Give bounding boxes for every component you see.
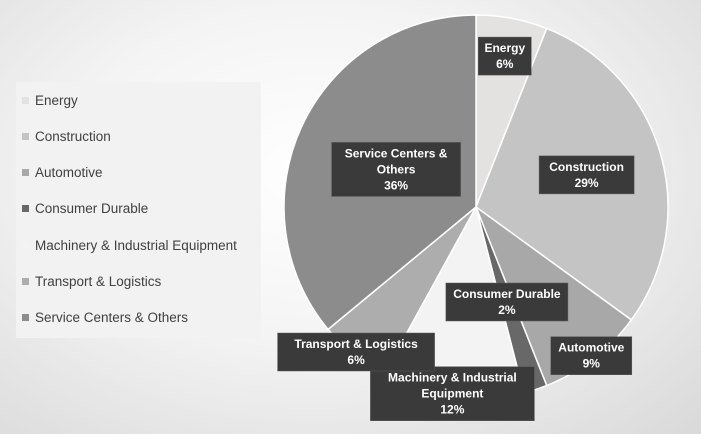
data-label-construction: Construction 29% [538,155,635,195]
data-label-category: Others [377,162,416,176]
data-label-value: 6% [496,57,514,71]
data-label-value: 6% [347,353,365,367]
legend-item-construction: Construction [22,126,111,146]
data-label-service-centers-and-others: Service Centers & Others 36% [331,142,461,197]
legend-label: Machinery & Industrial Equipment [35,237,237,253]
data-label-category: Construction [549,160,624,174]
data-label-value: 29% [575,176,599,190]
data-label-category: Consumer Durable [453,287,561,301]
legend-swatch [22,241,29,249]
data-label-value: 9% [583,357,601,371]
data-label-box [370,366,535,421]
data-label-value: 36% [384,178,408,192]
legend-label: Service Centers & Others [35,310,189,326]
legend-item-machinery-and-industrial-equipment: Machinery & Industrial Equipment [22,235,237,255]
data-label-category: Equipment [421,387,483,401]
legend-item-service-centers-and-others: Service Centers & Others [22,308,188,328]
legend-swatch [22,205,29,213]
data-label-transport-and-logistics: Transport & Logistics 6% [277,332,435,372]
data-label-consumer-durable: Consumer Durable 2% [445,282,569,322]
legend-item-energy: Energy [22,90,78,110]
legend-item-automotive: Automotive [22,163,103,183]
data-label-category: Service Centers & [345,146,448,160]
legend-label: Consumer Durable [35,201,149,217]
legend-swatch [22,169,29,177]
data-label-value: 2% [498,303,516,317]
data-label-machinery-and-industrial-equipment: Machinery & Industrial Equipment 12% [370,366,535,421]
legend-label: Transport & Logistics [35,274,162,289]
data-label-category: Energy [484,41,525,55]
data-label-box [331,142,461,197]
legend-item-consumer-durable: Consumer Durable [22,199,148,219]
legend-swatch [22,132,29,140]
legend-label: Automotive [35,165,103,181]
data-label-box [445,282,569,322]
data-label-box [277,332,435,372]
legend-label: Energy [35,92,78,108]
data-label-automotive: Automotive 9% [550,336,633,375]
legend-item-transport-and-logistics: Transport & Logistics [22,272,161,292]
data-label-value: 12% [440,403,464,417]
data-label-category: Automotive [558,341,624,355]
data-label-category: Transport & Logistics [294,337,418,351]
legend: Energy Construction Automotive Consumer Dur… [16,82,261,338]
data-label-energy: Energy 6% [478,36,532,76]
legend-label: Construction [35,128,111,144]
data-label-category: Machinery & Industrial [388,371,517,385]
legend-swatch [22,314,29,322]
data-label-box [478,36,532,76]
data-label-box [538,155,635,195]
legend-swatch [22,278,29,285]
legend-swatch [22,96,29,104]
data-label-box [550,336,633,375]
